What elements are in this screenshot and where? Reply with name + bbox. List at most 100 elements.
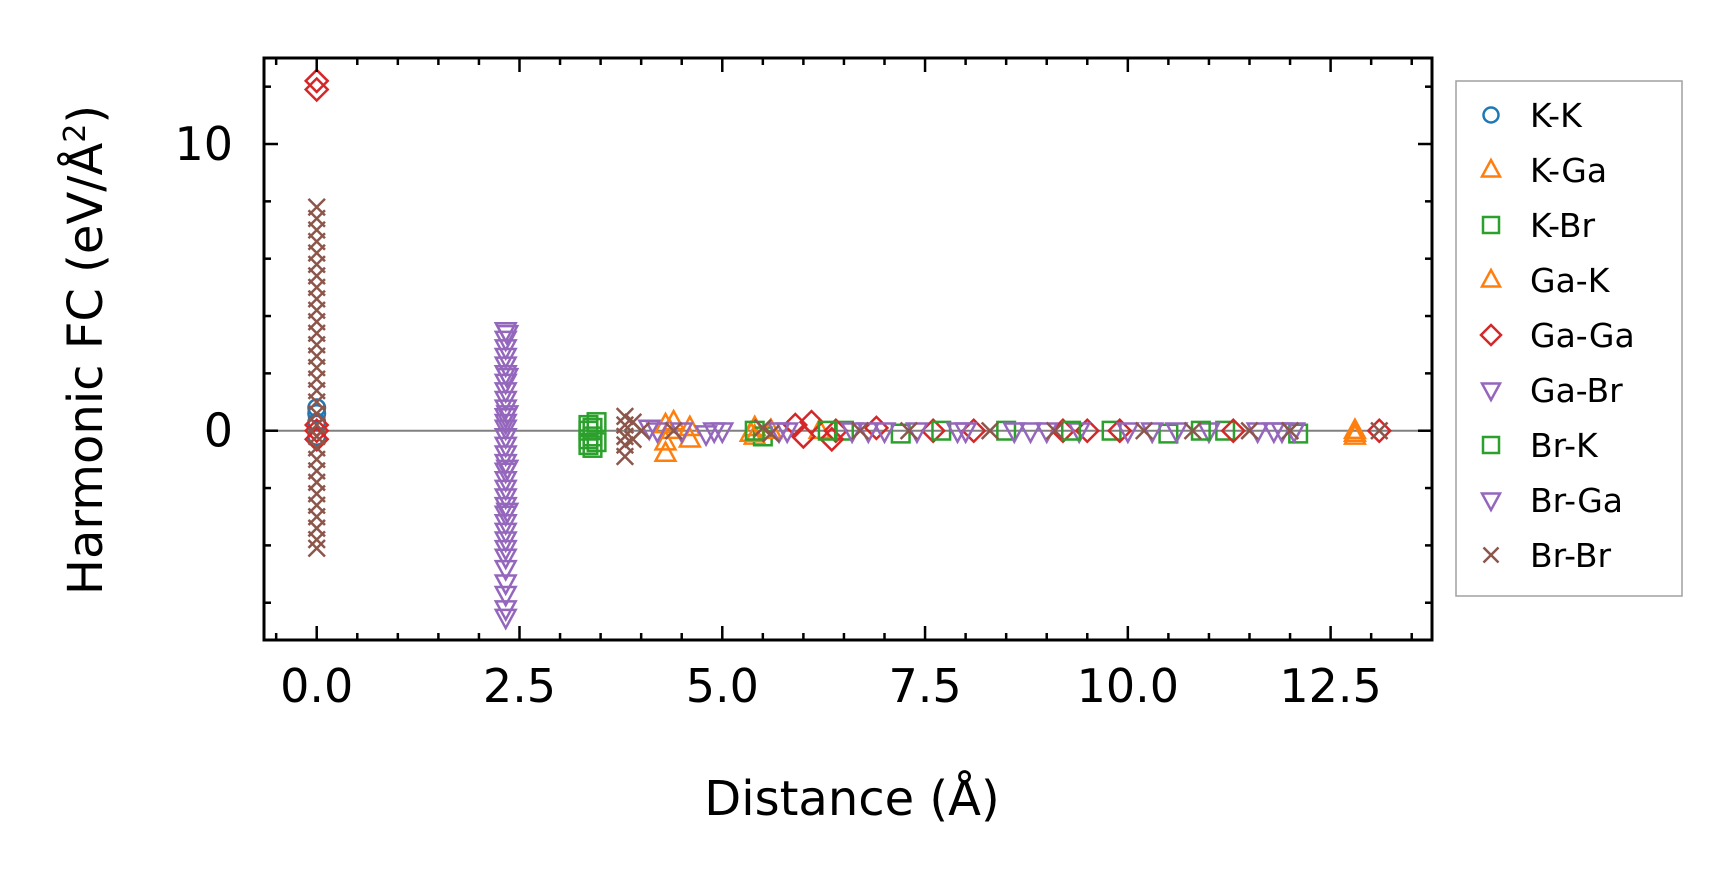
point-ga-br: [1002, 422, 1027, 445]
point-br-ga: [495, 405, 520, 428]
legend-item-ga-k: Ga-K: [1479, 261, 1611, 300]
point-br-br: [307, 539, 326, 558]
point-br-ga: [1261, 422, 1286, 445]
point-br-br: [615, 447, 635, 466]
x-tick-label: 10.0: [1077, 659, 1179, 713]
legend-marker-k-br: [1481, 215, 1501, 235]
series-br-br: [307, 197, 1389, 558]
point-br-k: [1061, 420, 1082, 441]
point-br-ga: [645, 422, 670, 445]
point-br-ga: [702, 422, 727, 445]
legend: K-K K-Ga K-Br Ga-K Ga-Ga Ga-Br Br-K Br-Ga Br-Br: [1455, 80, 1683, 597]
point-br-br: [1045, 421, 1064, 440]
point-k-br: [996, 420, 1017, 441]
point-ga-br: [493, 548, 518, 571]
point-ga-ga: [1366, 417, 1393, 444]
point-br-br: [1240, 421, 1259, 440]
x-tick-label: 12.5: [1279, 659, 1381, 713]
point-br-ga: [495, 502, 520, 525]
point-ga-ga: [303, 76, 330, 103]
point-ga-br: [493, 608, 518, 631]
legend-label-br-k: Br-K: [1530, 426, 1599, 465]
point-br-ga: [495, 367, 520, 390]
series-ga-ga: [303, 68, 1393, 453]
x-tick-label: 2.5: [483, 659, 556, 713]
legend-label-k-k: K-K: [1530, 96, 1583, 135]
x-tick-label: 0.0: [280, 659, 353, 713]
y-axis-label-main: Harmonic FC (eV/Å: [57, 143, 114, 596]
legend-label-br-ga: Br-Ga: [1530, 481, 1623, 520]
point-ga-br: [1115, 422, 1140, 445]
point-ga-br: [493, 574, 518, 597]
point-br-br: [761, 424, 781, 443]
legend-item-ga-br: Ga-Br: [1479, 371, 1623, 410]
legend-item-br-k: Br-K: [1481, 426, 1599, 465]
y-axis-label-close: ): [58, 105, 114, 124]
point-k-k: [307, 398, 327, 418]
point-br-ga: [495, 459, 520, 482]
point-ga-ga: [819, 426, 845, 453]
point-br-k: [582, 437, 603, 458]
point-k-ga: [1342, 417, 1367, 440]
legend-label-ga-br: Ga-Br: [1530, 371, 1623, 410]
point-br-k: [582, 426, 603, 447]
point-ga-ga: [798, 409, 825, 435]
legend-label-k-ga: K-Ga: [1530, 151, 1607, 190]
point-br-br: [664, 421, 683, 440]
point-br-ga: [1018, 422, 1043, 445]
point-br-ga: [495, 324, 520, 347]
point-br-br: [851, 421, 870, 440]
point-br-br: [1134, 421, 1154, 440]
legend-label-ga-ga: Ga-Ga: [1530, 316, 1635, 355]
point-k-ga: [653, 428, 678, 451]
point-ga-br: [493, 413, 518, 436]
legend-item-br-br: Br-Br: [1482, 536, 1611, 575]
point-br-br: [632, 421, 651, 440]
y-axis-label: Harmonic FC (eV/Å2): [57, 105, 114, 595]
point-k-br: [890, 423, 911, 444]
legend-item-k-ga: K-Ga: [1479, 151, 1607, 190]
y-axis-label-superscript: 2: [58, 124, 93, 143]
y-tick-label: 0: [204, 404, 233, 458]
point-ga-br: [1164, 422, 1189, 445]
point-k-br: [586, 412, 607, 433]
data-points: [303, 68, 1393, 631]
x-tick-label: 5.0: [686, 659, 759, 713]
x-tick-label: 7.5: [888, 659, 961, 713]
point-ga-br: [493, 585, 518, 608]
legend-item-ga-ga: Ga-Ga: [1479, 316, 1635, 355]
legend-label-k-br: K-Br: [1530, 206, 1596, 245]
point-ga-k: [1342, 419, 1367, 442]
point-br-ga: [767, 422, 792, 445]
point-k-ga: [653, 440, 678, 463]
legend-items: K-K K-Ga K-Br Ga-K Ga-Ga Ga-Br Br-K Br-Ga Br-Br: [1479, 96, 1635, 575]
series-ga-br: [493, 321, 1307, 631]
point-br-br: [1370, 421, 1389, 440]
legend-marker-k-k: [1482, 106, 1500, 124]
point-br-k: [744, 420, 765, 441]
plot-frame: [262, 56, 1434, 642]
legend-marker-ga-ga: [1479, 323, 1503, 347]
point-br-br: [1280, 421, 1300, 440]
point-ga-br: [872, 422, 897, 445]
point-br-br: [1183, 421, 1202, 440]
legend-marker-br-ga: [1479, 492, 1503, 513]
point-br-br: [980, 421, 1000, 440]
point-br-ga: [945, 422, 970, 445]
point-ga-ga: [303, 68, 330, 94]
x-axis-label: Distance (Å): [704, 770, 999, 827]
legend-item-k-k: K-K: [1482, 96, 1583, 135]
point-ga-ga: [303, 417, 330, 444]
legend-label-br-br: Br-Br: [1530, 536, 1611, 575]
point-br-br: [615, 407, 635, 426]
legend-marker-ga-br: [1479, 382, 1503, 403]
point-k-ga: [1342, 422, 1367, 445]
legend-label-ga-k: Ga-K: [1530, 261, 1611, 300]
legend-marker-br-k: [1481, 435, 1501, 455]
legend-item-br-ga: Br-Ga: [1479, 481, 1623, 520]
point-ga-ga: [1106, 417, 1133, 444]
series-br-k: [582, 417, 1211, 458]
point-ga-br: [637, 419, 662, 442]
point-br-br: [307, 530, 326, 549]
legend-item-k-br: K-Br: [1481, 206, 1596, 245]
